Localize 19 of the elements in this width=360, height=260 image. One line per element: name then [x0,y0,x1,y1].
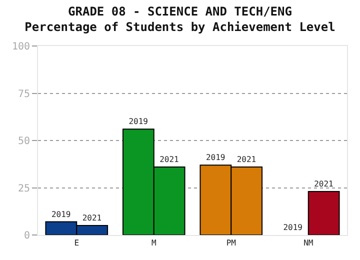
text: 2021 [160,154,179,164]
x-tick-label: E [74,238,80,248]
text: 2019 [206,153,226,162]
y-tick-label: 0 [24,230,30,242]
x-tick-label: PM [226,238,236,248]
text: 2019 [128,117,148,126]
bar [308,191,340,235]
x-tick-label: M [151,238,156,248]
series-label: 2021 [82,214,102,223]
y-tick-label: 75 [18,88,30,100]
y-tick-label: 100 [12,42,30,52]
text: 2021 [236,154,256,164]
text: 2021 [314,180,334,189]
y-tick-label: 25 [18,183,30,194]
text: 2019 [283,223,302,232]
chart-title: GRADE 08 - SCIENCE AND TECH/ENG Percentage of Students by Achievement Level [24,4,336,34]
x-tick-label: NM [304,238,314,248]
y-tick-label: 50 [18,136,30,147]
series-label: 2019 [51,210,71,219]
